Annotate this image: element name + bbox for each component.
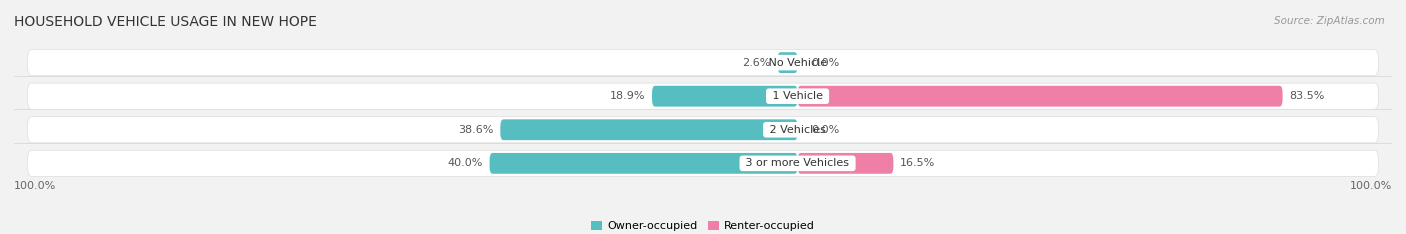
Text: 0.0%: 0.0% — [811, 58, 839, 68]
Text: 38.6%: 38.6% — [458, 125, 494, 135]
Text: 100.0%: 100.0% — [1350, 181, 1392, 191]
Text: Source: ZipAtlas.com: Source: ZipAtlas.com — [1274, 16, 1385, 26]
FancyBboxPatch shape — [778, 52, 797, 73]
FancyBboxPatch shape — [797, 86, 1282, 107]
FancyBboxPatch shape — [652, 86, 797, 107]
FancyBboxPatch shape — [501, 119, 797, 140]
FancyBboxPatch shape — [28, 117, 1378, 143]
Text: 2 Vehicles: 2 Vehicles — [766, 125, 830, 135]
Legend: Owner-occupied, Renter-occupied: Owner-occupied, Renter-occupied — [586, 217, 820, 234]
Text: 1 Vehicle: 1 Vehicle — [769, 91, 827, 101]
Text: 83.5%: 83.5% — [1289, 91, 1324, 101]
FancyBboxPatch shape — [28, 83, 1378, 109]
Text: 0.0%: 0.0% — [811, 125, 839, 135]
FancyBboxPatch shape — [28, 150, 1378, 176]
Text: No Vehicle: No Vehicle — [765, 58, 831, 68]
Text: 3 or more Vehicles: 3 or more Vehicles — [742, 158, 853, 168]
Text: 18.9%: 18.9% — [610, 91, 645, 101]
Text: 2.6%: 2.6% — [742, 58, 770, 68]
Text: 100.0%: 100.0% — [14, 181, 56, 191]
Text: 40.0%: 40.0% — [447, 158, 482, 168]
Text: HOUSEHOLD VEHICLE USAGE IN NEW HOPE: HOUSEHOLD VEHICLE USAGE IN NEW HOPE — [14, 15, 316, 29]
FancyBboxPatch shape — [797, 153, 893, 174]
FancyBboxPatch shape — [28, 50, 1378, 76]
Text: 16.5%: 16.5% — [900, 158, 935, 168]
FancyBboxPatch shape — [489, 153, 797, 174]
